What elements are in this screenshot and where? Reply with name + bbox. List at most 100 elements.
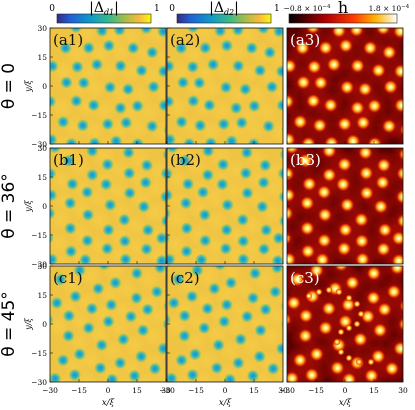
vortex-core xyxy=(186,368,200,382)
vortex-core xyxy=(50,252,59,264)
field-peak xyxy=(313,75,328,90)
vortex-core xyxy=(119,252,133,264)
field-peak xyxy=(367,137,382,144)
domain-wall-peak xyxy=(335,288,343,296)
field-peak xyxy=(342,372,357,382)
colorbar-gradient xyxy=(176,13,272,24)
x-axis-label: x/ξ xyxy=(102,398,116,408)
domain-wall-peak xyxy=(337,328,345,336)
y-tick-label: 15 xyxy=(37,53,47,62)
vortex-core xyxy=(270,266,283,275)
vortex-core xyxy=(101,223,115,237)
vortex-core xyxy=(128,369,142,382)
domain-wall-peak xyxy=(345,294,353,302)
vortex-core xyxy=(186,28,200,34)
vortex-core xyxy=(275,64,283,78)
field-peak xyxy=(341,297,356,312)
vortex-core xyxy=(155,254,166,264)
vortex-core xyxy=(50,148,62,154)
field-peak xyxy=(391,231,403,246)
vortex-core xyxy=(140,158,154,172)
field-peak xyxy=(312,118,327,133)
colorbar-1: 0 1 |Δd1| xyxy=(49,0,160,24)
field-peak xyxy=(371,63,386,78)
vortex-core xyxy=(167,133,177,144)
panel-b1: (b1) xyxy=(49,147,167,265)
field-peak xyxy=(301,136,316,144)
vortex-core xyxy=(231,356,245,370)
field-peak xyxy=(382,45,397,60)
vortex-core xyxy=(216,157,230,171)
vortex-core xyxy=(101,157,115,171)
colorbar-title: |Δd2| xyxy=(209,0,239,17)
vortex-core xyxy=(50,188,58,202)
vortex-core xyxy=(123,186,137,200)
field-peak xyxy=(287,132,296,144)
field-peak xyxy=(350,100,365,115)
vortex-core xyxy=(121,82,135,96)
vortex-core xyxy=(50,133,58,144)
vortex-core xyxy=(80,185,94,199)
domain-wall-peak xyxy=(353,320,361,328)
vortex-core xyxy=(167,296,181,310)
vortex-core xyxy=(180,244,194,258)
field-peak xyxy=(321,301,336,316)
panel-grid: (a1) (a2) (a3) (b1) (b2) (b3) (c1) (c2) (c3) xyxy=(49,27,404,383)
field-peak xyxy=(399,299,403,313)
vortex-core xyxy=(104,298,118,312)
x-tick-label: 15 xyxy=(132,386,142,395)
vortex-core xyxy=(167,252,176,264)
vortex-core xyxy=(134,349,148,363)
y-axis-label: y/ξ xyxy=(24,318,33,331)
vortex-core xyxy=(141,302,155,316)
vortex-core xyxy=(236,213,250,227)
colorbar-title-subscript: d1 xyxy=(104,8,114,17)
field-peak xyxy=(287,188,296,203)
colorbar-title-subscript: d2 xyxy=(224,8,234,17)
vortex-core xyxy=(240,148,254,160)
colorbar-max-label: 1.8 × 10−4 xyxy=(369,4,410,13)
field-peak xyxy=(306,28,320,34)
field-peak xyxy=(306,93,321,108)
colorbar-gradient xyxy=(288,13,398,24)
vortex-core xyxy=(136,323,150,337)
vortex-core xyxy=(201,168,215,182)
vortex-core xyxy=(198,41,212,55)
field-peak xyxy=(298,153,313,168)
vortex-core xyxy=(275,342,283,356)
vortex-core xyxy=(194,253,208,264)
panel-a1: (a1) xyxy=(49,27,167,145)
vortex-core xyxy=(240,186,254,200)
vortex-core xyxy=(147,80,161,94)
vortex-core xyxy=(102,39,116,53)
vortex-core xyxy=(219,242,233,256)
y-tick-label: −30 xyxy=(31,378,47,387)
y-tick-label: 30 xyxy=(37,24,47,33)
field-peak xyxy=(323,98,338,113)
vortex-core xyxy=(248,266,262,280)
vortex-core xyxy=(159,190,166,204)
field-peak xyxy=(317,185,332,200)
vortex-core xyxy=(122,148,136,160)
panel-label: (a1) xyxy=(53,31,83,49)
domain-wall-peak xyxy=(325,286,333,294)
panel-a2: (a2) xyxy=(166,27,284,145)
vortex-core xyxy=(118,234,132,248)
vortex-core xyxy=(271,254,283,264)
field-peak xyxy=(317,233,332,248)
field-peak xyxy=(287,252,296,264)
vortex-core xyxy=(246,291,260,305)
vortex-core xyxy=(246,369,260,382)
field-peak xyxy=(293,353,308,368)
panel-c3: (c3) xyxy=(286,265,404,383)
vortex-core xyxy=(182,137,196,144)
vortex-core xyxy=(153,266,166,275)
vortex-core xyxy=(95,28,109,38)
vortex-core xyxy=(186,60,200,74)
field-peak xyxy=(366,266,381,281)
field-peak xyxy=(396,214,403,228)
vortex-core xyxy=(265,80,279,94)
panel-c1: (c1) xyxy=(49,265,167,383)
field-peak xyxy=(326,57,341,72)
